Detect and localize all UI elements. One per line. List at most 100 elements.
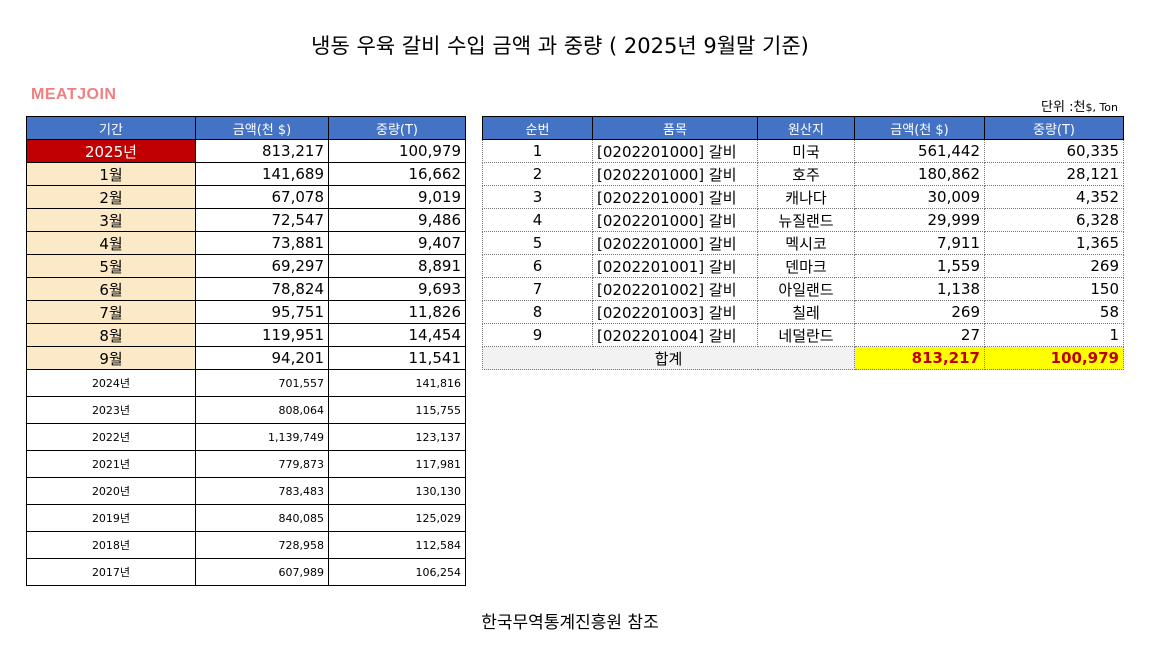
no-cell: 1 (482, 139, 593, 163)
weight-cell: 1,365 (984, 231, 1124, 255)
weight-cell: 4,352 (984, 185, 1124, 209)
period-cell: 2018년 (26, 531, 196, 559)
period-cell: 2024년 (26, 369, 196, 397)
weight-cell: 11,541 (328, 346, 466, 370)
item-cell: [0202201000] 갈비 (592, 162, 758, 186)
item-cell: [0202201001] 갈비 (592, 254, 758, 278)
item-cell: [0202201000] 갈비 (592, 231, 758, 255)
col-header-period: 기간 (26, 116, 196, 140)
col-header-origin: 원산지 (757, 116, 855, 140)
amount-cell: 119,951 (195, 323, 329, 347)
amount-cell: 269 (854, 300, 985, 324)
weight-cell: 11,826 (328, 300, 466, 324)
item-cell: [0202201000] 갈비 (592, 208, 758, 232)
no-cell: 6 (482, 254, 593, 278)
period-cell: 2025년 (26, 139, 196, 163)
origin-cell: 호주 (757, 162, 855, 186)
unit-label-suffix: $, Ton (1085, 101, 1118, 114)
amount-cell: 779,873 (195, 450, 329, 478)
amount-cell: 701,557 (195, 369, 329, 397)
table-row: 9월 94,201 11,541 (26, 346, 466, 370)
origin-cell: 네덜란드 (757, 323, 855, 347)
total-weight: 100,979 (984, 346, 1124, 370)
col-header-no: 순번 (482, 116, 593, 140)
amount-cell: 180,862 (854, 162, 985, 186)
period-cell: 3월 (26, 208, 196, 232)
period-cell: 5월 (26, 254, 196, 278)
period-cell: 4월 (26, 231, 196, 255)
item-cell: [0202201000] 갈비 (592, 139, 758, 163)
item-cell: [0202201003] 갈비 (592, 300, 758, 324)
weight-cell: 123,137 (328, 423, 466, 451)
weight-cell: 150 (984, 277, 1124, 301)
origin-cell: 멕시코 (757, 231, 855, 255)
table-row: 1월 141,689 16,662 (26, 162, 466, 186)
col-header-item: 품목 (592, 116, 758, 140)
weight-cell: 106,254 (328, 558, 466, 586)
table-row: 4월 73,881 9,407 (26, 231, 466, 255)
table-row: 2017년 607,989 106,254 (26, 558, 466, 586)
no-cell: 5 (482, 231, 593, 255)
no-cell: 9 (482, 323, 593, 347)
amount-cell: 561,442 (854, 139, 985, 163)
weight-cell: 60,335 (984, 139, 1124, 163)
period-cell: 6월 (26, 277, 196, 301)
period-cell: 8월 (26, 323, 196, 347)
no-cell: 8 (482, 300, 593, 324)
amount-cell: 30,009 (854, 185, 985, 209)
meatjoin-logo: MEATJOIN (31, 86, 117, 103)
weight-cell: 117,981 (328, 450, 466, 478)
no-cell: 2 (482, 162, 593, 186)
weight-cell: 6,328 (984, 208, 1124, 232)
origin-cell: 캐나다 (757, 185, 855, 209)
amount-cell: 78,824 (195, 277, 329, 301)
unit-label: 단위 :천$, Ton (1041, 96, 1118, 115)
weight-cell: 9,019 (328, 185, 466, 209)
table-row: 2022년 1,139,749 123,137 (26, 423, 466, 451)
total-label: 합계 (482, 346, 855, 370)
weight-cell: 130,130 (328, 477, 466, 505)
amount-cell: 1,139,749 (195, 423, 329, 451)
no-cell: 7 (482, 277, 593, 301)
amount-cell: 72,547 (195, 208, 329, 232)
item-cell: [0202201000] 갈비 (592, 185, 758, 209)
amount-cell: 808,064 (195, 396, 329, 424)
amount-cell: 728,958 (195, 531, 329, 559)
weight-cell: 1 (984, 323, 1124, 347)
table-row: 8월 119,951 14,454 (26, 323, 466, 347)
table-row: 2018년 728,958 112,584 (26, 531, 466, 559)
table-row: 3 [0202201000] 갈비 캐나다 30,009 4,352 (482, 185, 1124, 209)
period-cell: 7월 (26, 300, 196, 324)
period-cell: 2023년 (26, 396, 196, 424)
amount-cell: 27 (854, 323, 985, 347)
weight-cell: 8,891 (328, 254, 466, 278)
table-row: 2024년 701,557 141,816 (26, 369, 466, 397)
weight-cell: 58 (984, 300, 1124, 324)
table-row: 6월 78,824 9,693 (26, 277, 466, 301)
period-cell: 2021년 (26, 450, 196, 478)
amount-cell: 95,751 (195, 300, 329, 324)
amount-cell: 73,881 (195, 231, 329, 255)
amount-cell: 29,999 (854, 208, 985, 232)
weight-cell: 9,693 (328, 277, 466, 301)
item-cell: [0202201004] 갈비 (592, 323, 758, 347)
weight-cell: 125,029 (328, 504, 466, 532)
table-row: 5 [0202201000] 갈비 멕시코 7,911 1,365 (482, 231, 1124, 255)
weight-cell: 9,407 (328, 231, 466, 255)
amount-cell: 94,201 (195, 346, 329, 370)
table-row: 1 [0202201000] 갈비 미국 561,442 60,335 (482, 139, 1124, 163)
table-row: 2019년 840,085 125,029 (26, 504, 466, 532)
col-header-amount: 금액(천 $) (854, 116, 985, 140)
table-row: 7월 95,751 11,826 (26, 300, 466, 324)
origin-cell: 덴마크 (757, 254, 855, 278)
amount-cell: 813,217 (195, 139, 329, 163)
amount-cell: 7,911 (854, 231, 985, 255)
amount-cell: 783,483 (195, 477, 329, 505)
weight-cell: 28,121 (984, 162, 1124, 186)
weight-cell: 9,486 (328, 208, 466, 232)
weight-cell: 269 (984, 254, 1124, 278)
table-row: 3월 72,547 9,486 (26, 208, 466, 232)
col-header-amount: 금액(천 $) (195, 116, 329, 140)
table-row: 9 [0202201004] 갈비 네덜란드 27 1 (482, 323, 1124, 347)
period-cell: 1월 (26, 162, 196, 186)
